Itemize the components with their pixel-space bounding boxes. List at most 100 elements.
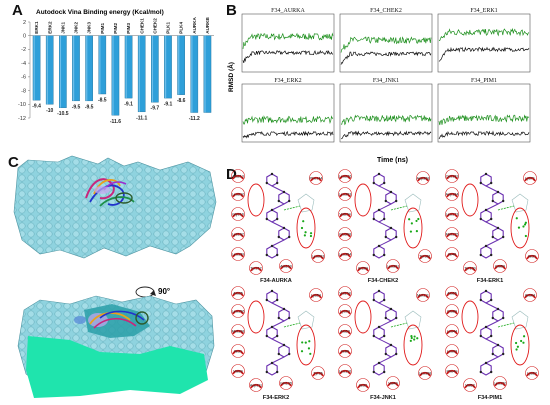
contact-circle: [249, 378, 263, 392]
ligand-atom: [382, 181, 386, 185]
ligand-atom: [277, 199, 281, 203]
ligand-bond: [378, 302, 392, 310]
contact-circle: [338, 227, 352, 241]
atom-dot: [515, 348, 518, 351]
bar: [164, 35, 172, 99]
ligand-bond: [485, 239, 499, 247]
ligand-atom: [372, 253, 376, 257]
contact-arc: [232, 309, 244, 315]
value-label: -9.5: [85, 104, 94, 110]
residue-label: Ile299: [358, 267, 368, 271]
contact-circle: [309, 171, 323, 185]
residue-label: Leu93: [447, 350, 458, 354]
ligand-atom: [491, 235, 495, 239]
hydrogen-bond: [283, 322, 301, 328]
contact-circle: [231, 344, 245, 358]
contact-circle: [356, 378, 370, 392]
residue-skeleton: [404, 193, 422, 213]
bar-highlight: [204, 35, 206, 113]
complex-trace: [242, 115, 334, 125]
surface-view-top: [13, 155, 217, 259]
contact-circle: [493, 259, 507, 273]
y-tick-label: 0: [23, 34, 26, 40]
contact-arc: [339, 291, 351, 297]
contact-arc: [524, 293, 536, 299]
contact-circle: [418, 249, 432, 263]
residue-label: Val234: [339, 213, 351, 217]
atom-dot: [309, 234, 313, 238]
ligand-atom: [382, 217, 386, 221]
atom-dot: [520, 339, 523, 343]
residue-label: Cys183: [446, 175, 459, 179]
interaction-diagram: Leu226 Leu303 Val234 Glu308 Leu354 Asp368 Tyr3…: [338, 169, 432, 284]
ligand-atom: [377, 361, 381, 365]
contact-circle: [445, 324, 459, 338]
bar-highlight: [72, 35, 75, 101]
ligand-trace: [340, 130, 432, 140]
contact-circle: [445, 207, 459, 221]
ligand-atom: [484, 244, 488, 248]
atom-dot: [522, 225, 525, 228]
residue-label: Ala65: [447, 292, 457, 296]
ligand-atom: [382, 370, 386, 374]
ligand-bond: [378, 338, 392, 346]
atom-dot: [307, 347, 311, 350]
chart-bars: ERK1 -9.4 ERK2 -10 JNK1 -10.5 JNK2 -9.5 JNK3 -9.5…: [32, 16, 212, 125]
ligand-atom: [270, 325, 274, 329]
ligand-atom: [377, 289, 381, 293]
highlight-ellipse: [403, 324, 423, 366]
ligand-bond: [271, 338, 285, 346]
contact-arc: [232, 291, 244, 297]
atom-dot: [524, 234, 527, 238]
ligand-bond: [271, 302, 285, 310]
atom-dot: [517, 226, 521, 229]
contact-circle: [249, 261, 263, 275]
residue-label: Ala35: [233, 292, 243, 296]
ligand-atom: [484, 289, 488, 293]
surface-view-bottom: [17, 295, 215, 398]
residue-label: Lys93: [340, 310, 350, 314]
y-tick-label: 2: [23, 20, 26, 26]
ligand-atom: [265, 370, 269, 374]
ligand-atom: [282, 307, 286, 311]
contact-circle: [523, 171, 537, 185]
ligand-atom: [372, 370, 376, 374]
ligand-atom: [377, 325, 381, 329]
highlight-ellipse: [296, 324, 316, 366]
contact-arc: [494, 381, 506, 387]
bar: [111, 35, 120, 116]
ligand-ring: [480, 290, 492, 304]
contact-circle: [416, 171, 430, 185]
ligand-atom: [275, 253, 279, 257]
contact-circle: [418, 366, 432, 380]
hydrogen-bond: [390, 322, 408, 328]
bar-highlight: [178, 35, 180, 95]
contact-arc: [339, 192, 351, 198]
ligand-atom: [501, 316, 505, 320]
value-label: -11.6: [110, 119, 121, 125]
residue-label: Val39: [233, 370, 242, 374]
ligand-trace: [340, 51, 432, 65]
ligand-ring: [266, 326, 278, 340]
ligand-ring: [480, 209, 492, 223]
residue-label: Leu110: [339, 370, 351, 374]
ligand-bond: [271, 320, 285, 328]
ligand-ring: [278, 191, 290, 205]
category-label: JNK1: [60, 22, 65, 34]
contact-arc: [339, 232, 351, 238]
ligand-atom: [489, 298, 493, 302]
atom-dot: [410, 222, 413, 225]
ligand-atom: [489, 370, 493, 374]
ligand-atom: [382, 334, 386, 338]
interaction-diagram: Ala65 Glu89 Leu44 Leu93 Phe49 Ile104 Lys67 Leu1…: [445, 286, 539, 401]
hydrogen-bond: [390, 205, 408, 211]
ligand-atom: [479, 370, 483, 374]
bar: [124, 35, 133, 99]
atom-dot: [415, 230, 418, 233]
ligand-atom: [394, 235, 398, 239]
bar: [45, 35, 54, 105]
bar-highlight: [125, 35, 127, 99]
contact-circle: [338, 187, 352, 201]
contact-arc: [312, 371, 324, 377]
category-label: ERK1: [34, 21, 39, 34]
